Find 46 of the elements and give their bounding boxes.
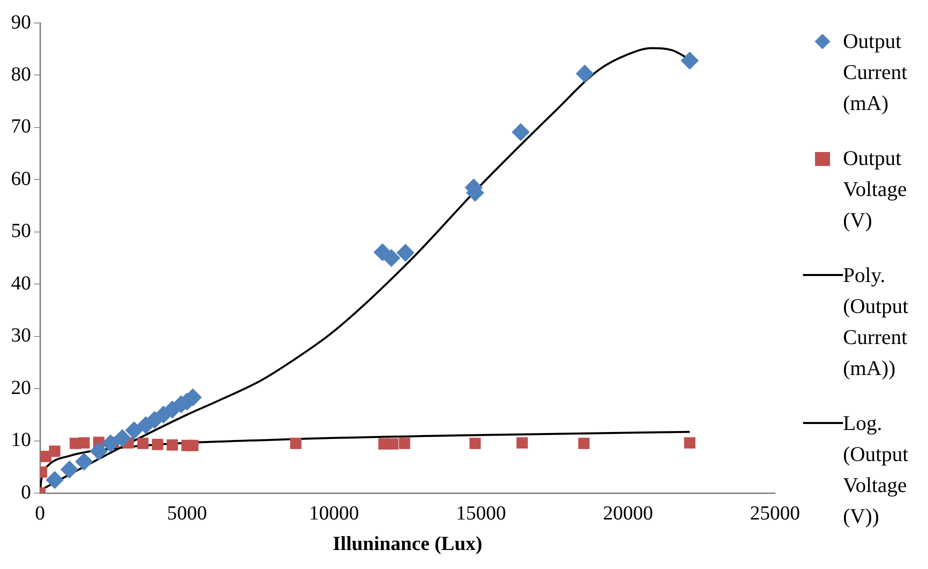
y-tick-label: 60 xyxy=(11,168,31,190)
point xyxy=(102,434,120,452)
x-tick-label: 15000 xyxy=(456,502,506,524)
x-tick-label: 25000 xyxy=(750,502,800,524)
point xyxy=(398,438,410,450)
point xyxy=(125,421,144,440)
point xyxy=(113,429,132,448)
y-tick-label: 40 xyxy=(11,272,31,294)
legend-label: Log. (Output Voltage (V)) xyxy=(843,410,910,530)
y-tick-label: 90 xyxy=(11,11,31,34)
point xyxy=(166,439,178,451)
y-tick-label: 30 xyxy=(11,324,31,347)
point xyxy=(46,470,64,489)
point xyxy=(382,249,400,267)
y-tick-label: 20 xyxy=(11,376,31,399)
point xyxy=(576,64,594,83)
point xyxy=(49,446,60,457)
point xyxy=(387,438,398,450)
y-tick-label: 10 xyxy=(11,429,31,452)
point xyxy=(60,460,78,478)
point xyxy=(290,438,302,450)
x-tick-label: 20000 xyxy=(603,502,653,524)
point xyxy=(187,440,199,452)
point xyxy=(78,437,90,449)
point xyxy=(684,437,696,449)
x-tick-label: 10000 xyxy=(309,502,359,524)
legend-label: Output Current (mA) xyxy=(843,28,908,117)
point xyxy=(137,438,149,450)
x-tick-label: 5000 xyxy=(167,502,207,524)
x-tick-label: 0 xyxy=(35,502,45,524)
point xyxy=(578,438,590,450)
point xyxy=(469,438,481,450)
point xyxy=(152,438,164,450)
y-tick-label: 50 xyxy=(11,220,31,242)
point xyxy=(396,244,414,262)
legend-label: Poly. (Output Current (mA)) xyxy=(843,262,910,382)
y-tick-label: 80 xyxy=(11,63,31,86)
y-tick-label: 0 xyxy=(21,481,31,504)
legend-label: Output Voltage (V) xyxy=(843,145,908,234)
y-tick-label: 70 xyxy=(11,116,31,138)
point xyxy=(90,442,108,460)
point xyxy=(75,452,94,471)
x-axis-title: Illuninance (Lux) xyxy=(332,533,482,556)
point xyxy=(516,437,528,449)
point xyxy=(512,123,530,142)
point xyxy=(680,52,699,70)
